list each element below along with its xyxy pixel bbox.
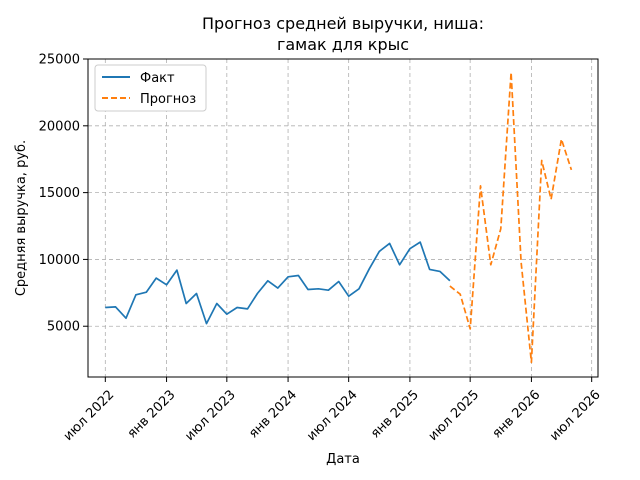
x-tick-label: июл 2023 [182, 387, 239, 444]
series-line-forecast [449, 71, 573, 364]
x-tick-label: июл 2026 [547, 387, 604, 444]
y-tick-label: 5000 [47, 320, 80, 335]
y-tick-label: 20000 [39, 119, 80, 134]
plot-frame [87, 58, 599, 378]
series-line-fact [105, 241, 451, 325]
x-tick-label: июл 2022 [61, 387, 118, 444]
chart-title-line-2: гамак для крыс [277, 35, 409, 54]
chart-title-line-1: Прогноз средней выручки, ниша: [202, 14, 484, 33]
series-lines [105, 71, 573, 364]
legend-label-fact: Факт [140, 71, 175, 86]
x-axis-label: Дата [326, 452, 360, 467]
legend: Факт Прогноз [94, 64, 207, 112]
y-tick-label: 15000 [39, 186, 80, 201]
x-tick-label: янв 2024 [246, 387, 300, 441]
x-tick-label: янв 2023 [125, 387, 179, 441]
x-axis-ticks: июл 2022 янв 2023 июл 2023 янв 2024 июл 2024… [61, 377, 604, 444]
y-tick-label: 25000 [39, 53, 80, 68]
x-tick-label: янв 2026 [490, 387, 544, 441]
x-tick-label: июл 2025 [426, 387, 483, 444]
legend-label-forecast: Прогноз [140, 92, 196, 107]
y-tick-label: 10000 [39, 253, 80, 268]
x-tick-label: янв 2025 [368, 387, 422, 441]
y-axis-label: Средняя выручка, руб. [14, 140, 29, 296]
x-tick-label: июл 2024 [304, 387, 361, 444]
y-axis-ticks: 5000 10000 15000 20000 25000 [39, 53, 88, 335]
